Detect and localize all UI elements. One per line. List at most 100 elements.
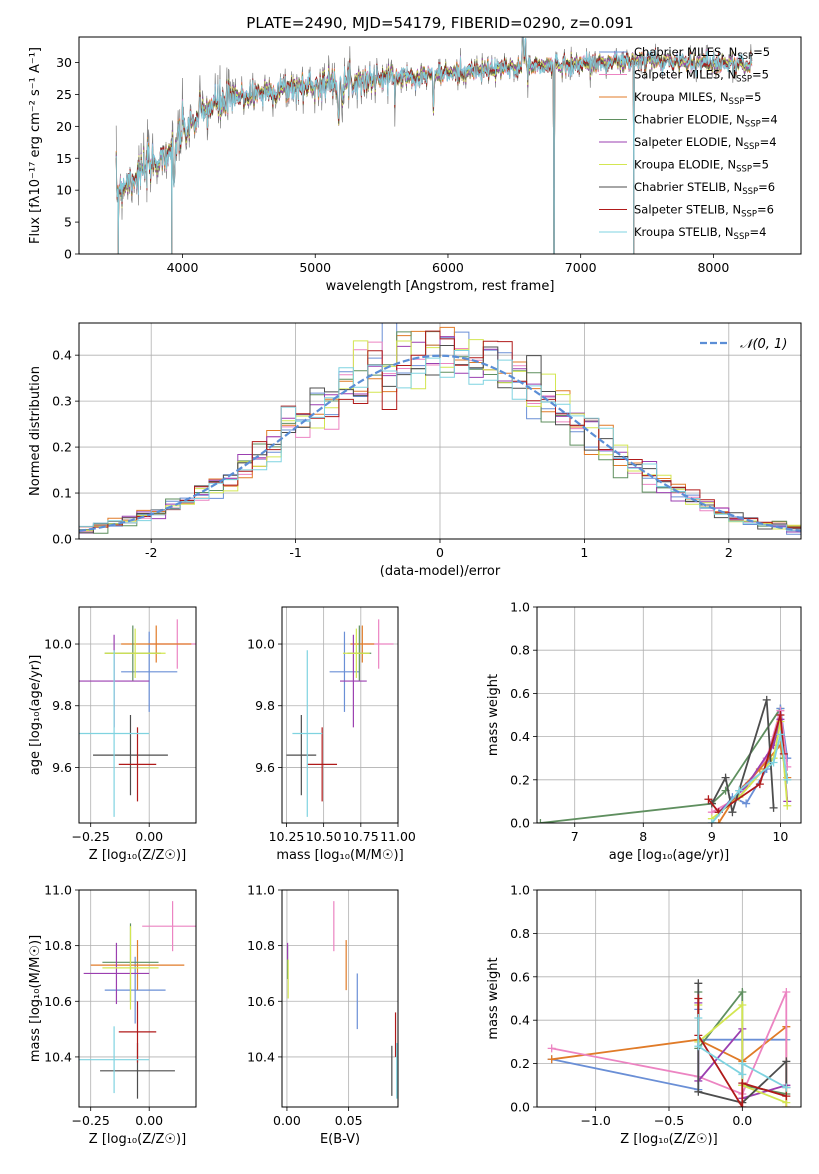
weight-marker [783, 775, 792, 784]
y-tick-label: 0 [64, 247, 72, 262]
legend-label-value: =4 [761, 113, 778, 127]
y-tick-label: 9.8 [255, 698, 275, 713]
legend-label-sub: SSP [734, 232, 750, 242]
legend-label: 𝒩(0, 1) [740, 337, 787, 352]
legend-label: Chabrier MILES, NSSP=5 [634, 45, 770, 62]
y-tick-label: 11.0 [247, 883, 275, 898]
weight-marker [728, 808, 737, 817]
y-axis-label: age [log₁₀(age/yr)] [28, 655, 43, 776]
x-tick-label: 10.50 [306, 829, 342, 844]
weight-marker [782, 987, 791, 996]
y-tick-label: 1.0 [510, 600, 530, 615]
x-tick-label: 1 [580, 545, 588, 560]
y-axis-label: mass [log₁₀(M/M☉)] [28, 935, 43, 1062]
y-tick-label: 10 [56, 183, 72, 198]
x-tick-label: 5000 [299, 260, 331, 275]
weight-marker [738, 1070, 747, 1079]
axes-frame [281, 606, 399, 824]
y-tick-label: 0.0 [510, 816, 530, 831]
axes-frame [78, 606, 197, 824]
legend-label-text: Chabrier ELODIE, N [634, 113, 745, 127]
y-axis-label: mass weight [486, 957, 501, 1039]
y-tick-label: 0.1 [52, 486, 72, 501]
normal-distribution-curve [79, 354, 801, 532]
legend-label-sub: SSP [729, 97, 745, 107]
legend-label: Salpeter ELODIE, NSSP=4 [634, 135, 777, 152]
x-tick-label: 10.25 [269, 829, 305, 844]
axes-mass_vs_ebv: 0.00 0.05 10.4 10.6 10.8 11.0 E(B-V) [247, 883, 399, 1147]
legend-label-text: Salpeter ELODIE, N [634, 135, 744, 149]
x-tick-label: −0.25 [72, 829, 110, 844]
weight-marker [738, 1079, 747, 1088]
x-tick-label: 0.00 [135, 829, 163, 844]
weight-marker [782, 1092, 791, 1101]
plot-area [79, 323, 801, 535]
weight-marker [704, 795, 713, 804]
y-tick-label: 10.8 [247, 938, 275, 953]
legend-label-value: =6 [757, 203, 774, 217]
weight-marker [694, 1042, 703, 1051]
y-tick-label: 0.4 [510, 729, 530, 744]
y-tick-label: 0.4 [52, 348, 72, 363]
x-axis-label: Z [log₁₀(Z/Z☉)] [89, 848, 186, 863]
weight-marker [738, 987, 747, 996]
x-axis-label: mass [log₁₀(M/M☉)] [276, 848, 403, 863]
axes-frame [78, 322, 802, 540]
weight-marker [776, 730, 785, 739]
legend-label-value: =5 [753, 45, 770, 59]
chart-title: PLATE=2490, MJD=54179, FIBERID=0290, z=0… [246, 14, 633, 32]
x-tick-label: 10 [772, 829, 788, 844]
legend-label-sub: SSP [741, 210, 757, 220]
y-axis-label: Flux [fλ10⁻¹⁷ erg cm⁻² s⁻¹ A⁻¹] [28, 47, 43, 244]
y-tick-label: 0.8 [510, 643, 530, 658]
legend-label-value: =5 [744, 90, 761, 104]
plot-area [79, 619, 196, 817]
axes-age_vs_Z: −0.25 0.00 9.6 9.8 10.0 Z [log₁₀(Z/Z☉)] age [l… [28, 606, 197, 863]
x-tick-label: 0 [436, 545, 444, 560]
x-axis-label: age [log₁₀(age/yr)] [609, 848, 730, 863]
weight-marker [694, 1014, 703, 1023]
weight-marker [547, 1044, 556, 1053]
axes-frame [78, 36, 802, 255]
weight-marker [735, 786, 744, 795]
y-axis-label: Normed distribution [28, 366, 43, 496]
legend-label-value: =4 [749, 225, 766, 239]
axes-spectrum: 4000 5000 6000 7000 8000 0 5 10 15 20 25 30 waveleng… [28, 36, 802, 294]
axes-mass_vs_Z: −0.25 0.00 10.4 10.6 10.8 11.0 Z [log₁₀(Z/Z☉)]… [28, 883, 197, 1147]
y-tick-label: 5 [64, 215, 72, 230]
x-tick-label: 0.0 [732, 1113, 752, 1128]
legend-label-sub: SSP [736, 165, 752, 175]
y-tick-label: 0.0 [510, 1100, 530, 1115]
y-tick-label: 9.6 [52, 760, 72, 775]
legend-label-text: Kroupa MILES, N [634, 90, 729, 104]
y-tick-label: 11.0 [44, 883, 72, 898]
weight-marker [783, 801, 792, 810]
weight-marker [769, 758, 778, 767]
y-tick-label: 0.6 [510, 686, 530, 701]
weight-marker [721, 773, 730, 782]
x-tick-label: -2 [145, 545, 157, 560]
y-tick-label: 0.2 [510, 772, 530, 787]
y-tick-label: 0.6 [510, 969, 530, 984]
y-tick-label: 10.6 [44, 994, 72, 1009]
legend-label-value: =5 [752, 158, 769, 172]
x-tick-label: 10.75 [343, 829, 379, 844]
weight-marker [769, 803, 778, 812]
y-tick-label: 0.2 [510, 1056, 530, 1071]
weight-marker [755, 780, 764, 789]
x-tick-label: 4000 [167, 260, 199, 275]
x-axis-label: Z [log₁₀(Z/Z☉)] [89, 1132, 186, 1147]
weight-marker [547, 1055, 556, 1064]
axes-frame [281, 889, 399, 1108]
legend-label: Kroupa STELIB, NSSP=4 [634, 225, 766, 242]
x-tick-label: 8000 [697, 260, 729, 275]
y-tick-label: 9.6 [255, 760, 275, 775]
y-tick-label: 25 [56, 87, 72, 102]
y-tick-label: 0.2 [52, 440, 72, 455]
y-tick-label: 10.0 [247, 637, 275, 652]
x-tick-label: 2 [725, 545, 733, 560]
x-tick-label: −0.25 [72, 1113, 110, 1128]
legend-label-value: =5 [752, 68, 769, 82]
